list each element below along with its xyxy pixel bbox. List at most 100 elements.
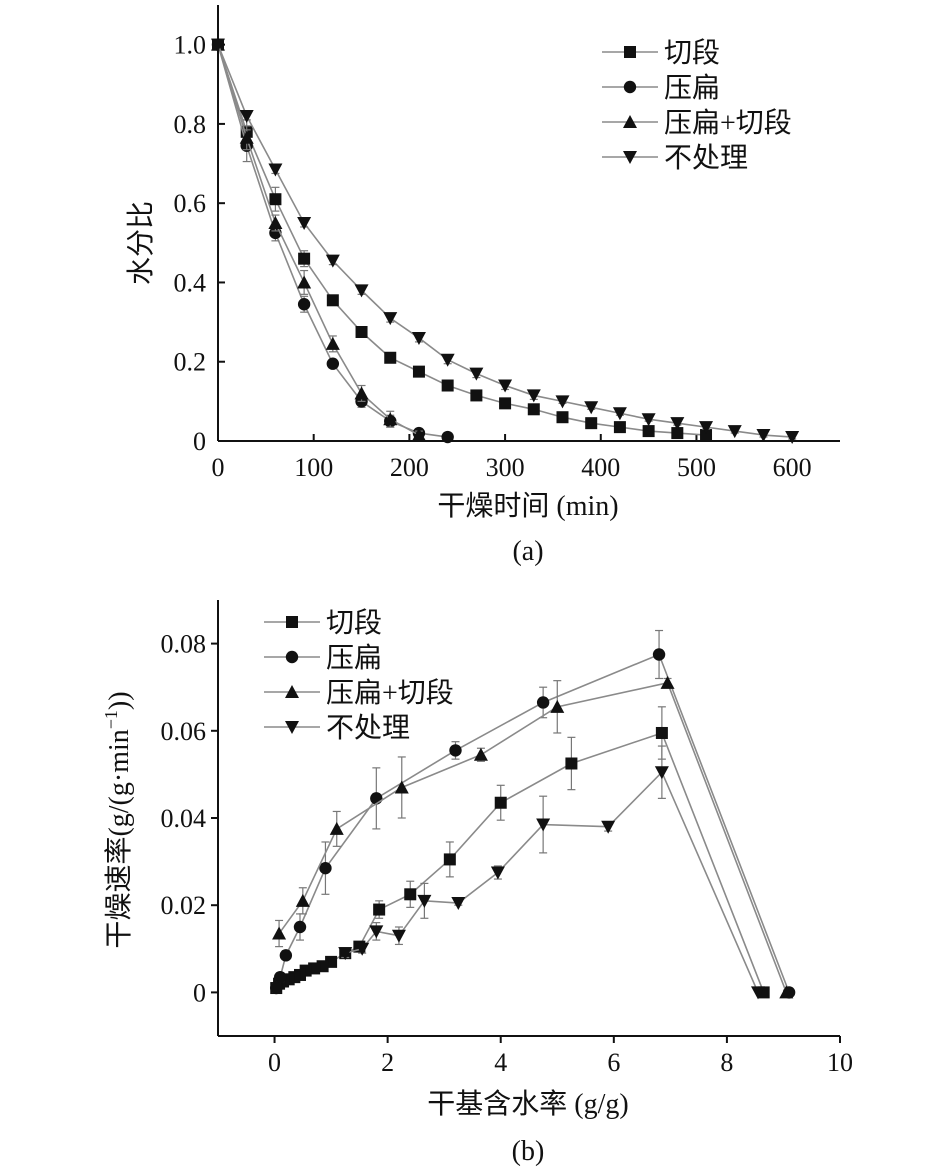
chart-b-data-point: [391, 929, 406, 943]
chart-a-legend-label: 压扁+切段: [664, 107, 792, 139]
chart-b-legend-item: 压扁: [264, 642, 382, 674]
chart-a-data-point: [326, 294, 339, 307]
chart-b-y-tick-label: 0: [193, 978, 206, 1007]
chart-a-data-point: [211, 38, 225, 52]
chart-a-legend-label: 压扁: [664, 72, 720, 104]
chart-a-data-point: [383, 312, 398, 326]
chart-b-data-point: [270, 981, 283, 995]
chart-a-series-0: [212, 38, 713, 442]
chart-b-legend-item: 切段: [264, 607, 382, 639]
chart-b-legend-item: 不处理: [264, 712, 410, 744]
chart-b-series-line: [278, 681, 788, 993]
chart-a-data-point: [269, 193, 282, 206]
chart-a-data-point: [499, 397, 512, 410]
chart-a-legend-item: 压扁+切段: [602, 107, 792, 139]
chart-a-data-point: [441, 430, 454, 444]
chart-b-x-tick-label: 2: [381, 1048, 394, 1077]
chart-a-legend-item: 切段: [602, 37, 720, 69]
chart-b-legend-label: 压扁: [326, 642, 382, 674]
chart-a-data-point: [326, 357, 340, 370]
chart-b-data-point: [355, 942, 370, 956]
chart-b-series-line: [345, 770, 759, 993]
chart-b-data-point: [370, 792, 383, 805]
chart-a-y-tick-label: 0.6: [174, 189, 207, 218]
chart-b-axes: 0 2 4 6 8 10 0 0.02 0.04 0.06 0.08: [161, 600, 853, 1077]
chart-a-data-point: [671, 427, 684, 440]
chart-b-data-point: [652, 648, 666, 661]
chart-b-data-point: [550, 699, 565, 713]
chart-a-data-point: [470, 389, 483, 402]
chart-b-y-axis-title-end: )): [104, 691, 135, 710]
chart-a-legend-item: 压扁: [602, 72, 720, 104]
chart-b-data-point: [490, 866, 505, 880]
chart-a-data-point: [440, 353, 455, 367]
chart-a-legend-item: 不处理: [602, 142, 748, 174]
chart-a-data-point: [555, 395, 570, 409]
chart-b-data-point: [394, 780, 409, 794]
chart-b-legend-marker: [285, 721, 299, 734]
chart-b-data-point: [565, 757, 578, 770]
chart-b-data-point: [417, 894, 432, 908]
chart-b-data-point: [272, 926, 287, 940]
chart-b-data-point: [751, 986, 766, 1000]
chart-a-y-tick-label: 0.2: [174, 348, 207, 377]
chart-a-data-point: [584, 401, 599, 415]
chart-a-legend-marker: [623, 151, 637, 164]
chart-a-data-point: [612, 407, 627, 421]
chart-a-data-point: [641, 413, 656, 427]
chart-a-data-point: [613, 421, 626, 434]
chart-b-caption: (b): [512, 1136, 545, 1167]
chart-b-y-axis-title: 干燥速率(g/(g·min−1)): [101, 691, 135, 948]
chart-b-data-point: [601, 820, 616, 834]
chart-b-legend-marker: [286, 616, 298, 628]
chart-a-data-point: [526, 389, 541, 403]
chart-b-data-point: [654, 766, 669, 780]
chart-a-data-point: [297, 217, 312, 230]
chart-a-data-point: [727, 425, 742, 439]
chart-a-y-tick-label: 1.0: [174, 31, 207, 60]
chart-b-data-point: [536, 696, 550, 709]
chart-a-legend-label: 切段: [664, 37, 720, 69]
chart-a-data-point: [670, 417, 685, 431]
chart-a-x-axis-title: 干燥时间 (min): [437, 490, 618, 522]
chart-a-x-tick-label: 400: [581, 453, 620, 482]
chart-a-data-point: [585, 417, 598, 430]
chart-b-legend-item: 压扁+切段: [264, 677, 454, 709]
chart-b-data-point: [473, 747, 488, 761]
chart-b-data-point: [404, 888, 417, 901]
chart-b-series-line: [275, 653, 790, 993]
chart-a-data-point: [384, 351, 397, 364]
chart-a-data-point: [412, 365, 425, 378]
chart-b-series-layer: [270, 629, 796, 1000]
chart-a-data-point: [785, 431, 800, 445]
chart-a-data-point: [239, 130, 254, 144]
chart-b-series-1: [270, 629, 796, 999]
chart-b-legend-label: 不处理: [326, 712, 410, 744]
chart-a-x-tick-label: 200: [390, 453, 429, 482]
chart-b-series-3: [338, 745, 766, 1000]
chart-a-data-point: [556, 411, 569, 424]
chart-a-data-point: [325, 254, 340, 268]
chart-b-data-point: [536, 818, 551, 832]
chart-b-data-point: [329, 821, 344, 835]
chart-a-x-tick-label: 600: [773, 453, 812, 482]
chart-a-x-tick-label: 300: [486, 453, 525, 482]
chart-b-series-2: [272, 675, 794, 999]
chart-a-data-point: [325, 336, 340, 350]
chart-b-data-point: [338, 947, 353, 961]
chart-a-data-point: [354, 284, 369, 298]
chart-b-data-point: [494, 796, 507, 809]
chart-a-data-point: [700, 429, 713, 442]
chart-a-series-line: [217, 44, 707, 436]
chart-b-y-tick-label: 0.04: [161, 804, 207, 833]
chart-a-legend-marker: [624, 46, 636, 58]
chart-b-y-tick-label: 0.06: [161, 717, 207, 746]
chart-a-data-point: [297, 298, 311, 311]
chart-b-data-point: [449, 744, 462, 757]
chart-b-data-point: [451, 897, 466, 911]
chart-a-data-point: [441, 379, 454, 392]
chart-b-legend-label: 切段: [326, 607, 382, 639]
chart-a-data-point: [498, 379, 513, 393]
